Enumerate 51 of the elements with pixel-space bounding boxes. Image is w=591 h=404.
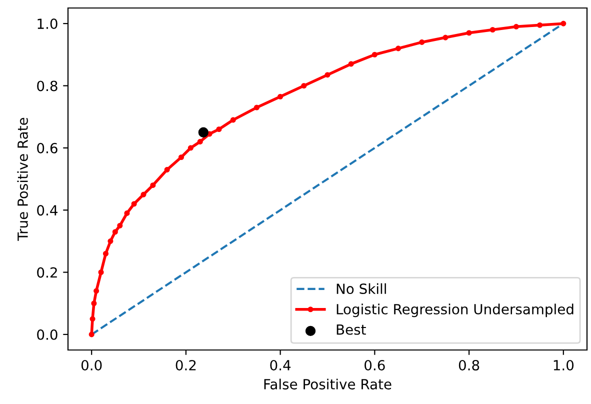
legend-label: No Skill	[336, 283, 386, 294]
point	[301, 82, 307, 89]
y-tick-label: 0.4	[37, 205, 58, 216]
point	[91, 300, 97, 306]
point	[230, 117, 236, 123]
point	[560, 20, 566, 26]
x-tick-label: 1.0	[554, 360, 574, 370]
point	[188, 145, 194, 151]
point	[98, 269, 104, 276]
point	[537, 22, 543, 28]
point	[466, 30, 472, 36]
point	[198, 127, 208, 138]
y-tick-label: 0.0	[37, 329, 58, 340]
point	[150, 182, 156, 188]
point	[490, 26, 496, 33]
x-tick-label: 0.8	[458, 360, 480, 370]
point	[197, 138, 203, 144]
point	[140, 192, 146, 198]
point	[419, 39, 425, 45]
point	[112, 229, 118, 235]
point	[117, 222, 123, 228]
point	[108, 238, 114, 244]
point	[216, 126, 222, 132]
point	[395, 46, 402, 52]
point	[442, 34, 448, 40]
point	[324, 72, 330, 78]
point	[164, 166, 170, 172]
x-tick-label: 0.2	[176, 360, 196, 370]
point	[102, 250, 109, 256]
point	[178, 154, 184, 160]
point	[90, 316, 96, 322]
point	[88, 332, 94, 338]
point	[124, 210, 130, 216]
point	[254, 104, 260, 110]
point	[278, 94, 284, 100]
point	[94, 288, 100, 294]
y-tick-label: 1.0	[38, 18, 58, 30]
x-tick-label: 0.0	[81, 360, 102, 370]
x-tick-label: 0.6	[364, 360, 385, 370]
point	[348, 61, 354, 67]
x-tick-label: 0.4	[270, 360, 291, 370]
y-tick-label: 0.8	[37, 80, 58, 92]
y-tick-label: 0.2	[37, 267, 57, 278]
legend-label: Logistic Regression Undersampled	[336, 304, 574, 318]
y-tick-label: 0.6	[37, 142, 58, 154]
point	[372, 52, 378, 58]
x-axis-title: False Positive Rate	[264, 378, 392, 390]
point	[131, 201, 137, 207]
y-axis-title: True Positive Rate	[17, 118, 28, 241]
legend-label: Best	[336, 324, 366, 335]
point	[513, 24, 520, 30]
